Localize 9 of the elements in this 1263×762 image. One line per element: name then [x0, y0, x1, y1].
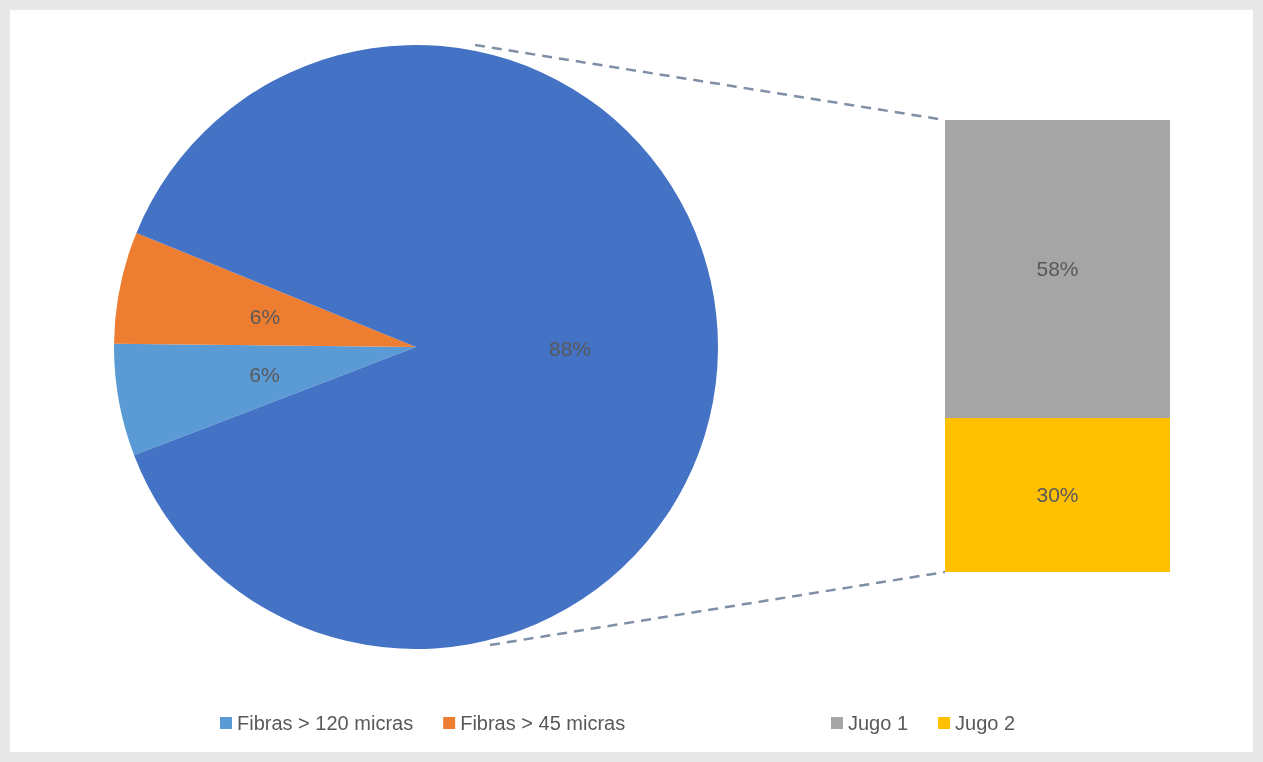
- legend-label: Fibras > 45 micras: [460, 712, 626, 734]
- legend-label: Fibras > 120 micras: [237, 712, 414, 734]
- data-label: 88%: [548, 337, 592, 361]
- data-label: 6%: [249, 305, 281, 329]
- data-label: 6%: [249, 362, 280, 386]
- legend-label: Jugo 2: [955, 712, 1016, 734]
- data-label: 30%: [1036, 483, 1079, 507]
- legend-label: Jugo 1: [848, 712, 909, 734]
- data-label: 58%: [1036, 257, 1079, 281]
